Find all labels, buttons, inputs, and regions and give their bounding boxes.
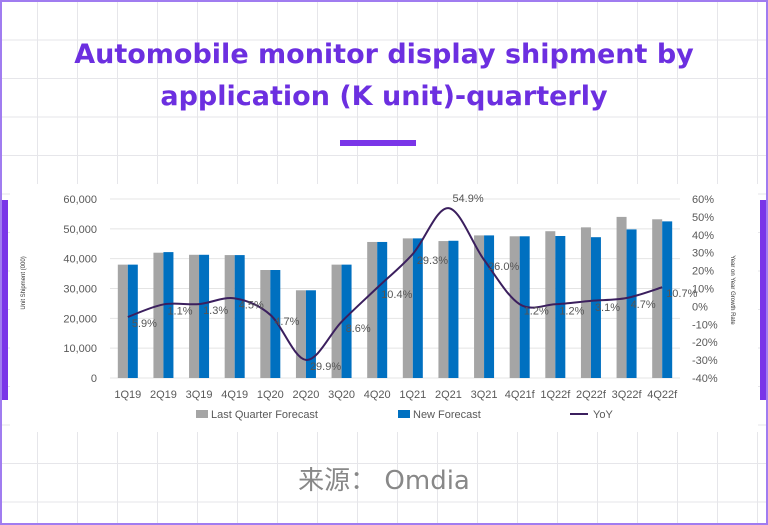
x-tick-label: 4Q21f (505, 389, 536, 401)
legend-label-new-forecast: New Forecast (413, 409, 481, 421)
yoy-data-label: 10.7% (666, 288, 697, 300)
yoy-data-label: 54.9% (452, 193, 483, 205)
legend-label-yoy: YoY (593, 409, 613, 421)
y2-tick-label: -30% (692, 355, 718, 367)
bar-new-forecast (590, 237, 601, 378)
x-tick-label: 1Q19 (114, 389, 141, 401)
bar-last-quarter-forecast (438, 241, 449, 378)
bar-new-forecast (127, 264, 138, 378)
bar-new-forecast (377, 241, 388, 378)
yoy-data-label: 4.7% (274, 316, 299, 328)
y2-tick-label: -20% (692, 337, 718, 349)
y2-tick-label: -10% (692, 319, 718, 331)
yoy-data-label: 5.9% (132, 318, 157, 330)
y-tick-label: 30,000 (63, 284, 97, 296)
bar-last-quarter-forecast (652, 219, 663, 378)
yoy-data-label: 1.3% (203, 305, 228, 317)
title-line-2: application (K unit)-quarterly (160, 81, 608, 112)
x-tick-label: 3Q21 (471, 389, 498, 401)
bar-last-quarter-forecast (189, 254, 200, 378)
bar-new-forecast (555, 235, 566, 378)
title-line-1: Automobile monitor display shipment by (74, 39, 694, 70)
x-tick-label: 3Q22f (612, 389, 643, 401)
yoy-data-label: 29.3% (417, 255, 448, 267)
y2-tick-label: 50% (692, 212, 714, 224)
source-label: 来源： Omdia (298, 466, 470, 496)
bar-last-quarter-forecast (153, 252, 164, 378)
y-tick-label: 0 (91, 373, 97, 385)
y-tick-label: 10,000 (63, 343, 97, 355)
yoy-data-label: 26.0% (488, 261, 519, 273)
yoy-data-label: 3.1% (595, 302, 620, 314)
bar-new-forecast (163, 252, 174, 378)
bar-new-forecast (626, 229, 637, 378)
legend-label-last-quarter: Last Quarter Forecast (211, 409, 318, 421)
bar-last-quarter-forecast (260, 270, 271, 378)
yoy-data-label: 29.9% (310, 361, 341, 373)
y2-axis-title: Year on Year Growth Rate (729, 255, 735, 325)
y-axis-title: Unit Shipment (000) (21, 256, 27, 309)
bar-last-quarter-forecast (474, 235, 485, 378)
x-tick-label: 2Q22f (576, 389, 607, 401)
x-tick-label: 1Q22f (540, 389, 571, 401)
chart-panel: 0 10,000 20,000 30,000 40,000 50,000 60,000 -40… (10, 184, 758, 432)
bar-last-quarter-forecast (117, 264, 128, 378)
bar-last-quarter-forecast (580, 227, 591, 378)
yoy-data-label: 1.2% (524, 305, 549, 317)
x-tick-label: 3Q19 (186, 389, 213, 401)
legend-swatch-new-forecast (398, 410, 410, 418)
y2-tick-label: -40% (692, 373, 718, 385)
bar-last-quarter-forecast (224, 255, 235, 378)
bar-new-forecast (341, 264, 352, 378)
bar-last-quarter-forecast (402, 238, 413, 378)
bar-new-forecast (305, 290, 316, 378)
bar-last-quarter-forecast (295, 290, 306, 378)
x-tick-label: 2Q19 (150, 389, 177, 401)
bar-new-forecast (484, 235, 495, 378)
yoy-line (127, 207, 663, 361)
x-tick-label: 1Q21 (399, 389, 426, 401)
y-tick-label: 20,000 (63, 313, 97, 325)
bar-new-forecast (234, 255, 245, 378)
y2-tick-label: 20% (692, 266, 714, 278)
x-tick-label: 4Q19 (221, 389, 248, 401)
bar-last-quarter-forecast (616, 216, 627, 378)
y2-tick-label: 30% (692, 248, 714, 260)
x-tick-label: 2Q20 (292, 389, 319, 401)
y2-tick-label: 60% (692, 194, 714, 206)
bar-new-forecast (199, 254, 210, 378)
right-accent-bar (760, 200, 768, 400)
x-tick-label: 4Q20 (364, 389, 391, 401)
y2-tick-label: 40% (692, 230, 714, 242)
bar-new-forecast (662, 221, 673, 378)
yoy-data-label: 1.1% (167, 305, 192, 317)
bar-new-forecast (270, 270, 281, 378)
x-tick-label: 2Q21 (435, 389, 462, 401)
y2-tick-label: 0% (692, 301, 708, 313)
yoy-data-label: 8.6% (346, 323, 371, 335)
bar-last-quarter-forecast (367, 241, 378, 378)
legend-swatch-last-quarter (196, 410, 208, 418)
title-underline (340, 140, 416, 146)
y2-tick-label: 10% (692, 284, 714, 296)
chart: 0 10,000 20,000 30,000 40,000 50,000 60,000 -40… (21, 193, 735, 421)
x-tick-label: 4Q22f (647, 389, 678, 401)
yoy-data-label: 1.2% (559, 305, 584, 317)
yoy-data-label: 4.5% (239, 299, 264, 311)
left-accent-bar (0, 200, 8, 400)
yoy-data-label: 10.4% (381, 289, 412, 301)
bar-new-forecast (448, 240, 459, 378)
bar-last-quarter-forecast (331, 264, 342, 378)
bar-new-forecast (412, 238, 423, 378)
yoy-data-label: 4.7% (631, 299, 656, 311)
page-title: Automobile monitor display shipment by a… (0, 34, 768, 118)
x-tick-label: 1Q20 (257, 389, 284, 401)
y-tick-label: 50,000 (63, 224, 97, 236)
y-tick-label: 60,000 (63, 194, 97, 206)
x-tick-label: 3Q20 (328, 389, 355, 401)
y-tick-label: 40,000 (63, 254, 97, 266)
bar-last-quarter-forecast (509, 236, 520, 378)
